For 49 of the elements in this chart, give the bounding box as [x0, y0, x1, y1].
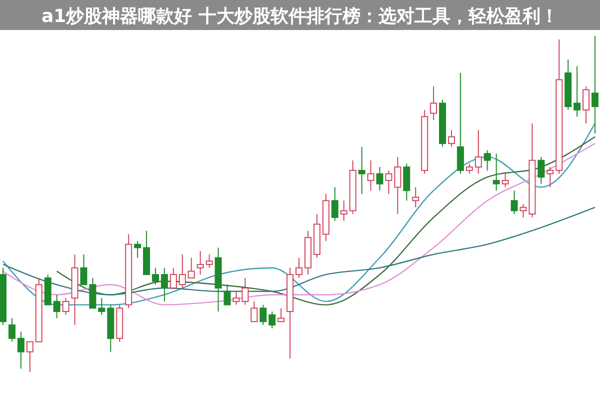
- candlestick: [502, 173, 509, 188]
- candlestick: [178, 254, 186, 288]
- candlestick: [53, 294, 60, 319]
- candlestick: [592, 36, 598, 134]
- candlestick: [456, 72, 464, 174]
- candlestick: [278, 308, 285, 322]
- candlestick: [268, 311, 276, 329]
- candlestick: [170, 267, 177, 288]
- candlestick: [538, 156, 545, 184]
- candlestick: [89, 277, 96, 309]
- candlestick: [546, 166, 554, 188]
- candlestick: [403, 163, 410, 202]
- candlestick: [98, 298, 106, 316]
- candlestick: [17, 331, 24, 370]
- candlestick: [376, 166, 384, 192]
- candlestick: [80, 254, 88, 286]
- candlestick: [466, 163, 473, 174]
- candlestick: [296, 257, 302, 278]
- candlestick: [152, 267, 159, 286]
- candlestick: [160, 267, 168, 302]
- chart-title: a1炒股神器哪款好 十大炒股软件排行榜：选对工具，轻松盈利！: [42, 6, 558, 27]
- candlestick: [367, 160, 374, 192]
- candlestick: [62, 298, 70, 316]
- candlestick: [8, 318, 16, 342]
- candlestick: [224, 284, 231, 306]
- candlestick: [242, 277, 249, 306]
- candlestick: [492, 153, 500, 192]
- candlestick: [484, 150, 491, 171]
- candlestick: [260, 304, 267, 326]
- candlestick: [188, 257, 195, 278]
- candlestick: [574, 66, 581, 118]
- candlestick: [510, 190, 518, 215]
- candlestick: [448, 130, 455, 148]
- candlestick: [430, 86, 438, 120]
- candlestick: [26, 341, 34, 372]
- candlestick: [232, 290, 240, 306]
- candlestick: [250, 300, 258, 322]
- candlestick: [340, 200, 348, 222]
- candlestick: [196, 250, 204, 276]
- candlestick: [385, 170, 392, 194]
- candlestick: [331, 186, 338, 222]
- candlestick: [474, 130, 482, 174]
- candlestick: [134, 240, 142, 258]
- candlestick: [358, 146, 366, 194]
- candlestick: [520, 204, 527, 218]
- candlestick: [582, 86, 590, 124]
- candlestick: [394, 156, 402, 215]
- candlestick: [206, 254, 213, 268]
- candlestick: [412, 186, 420, 208]
